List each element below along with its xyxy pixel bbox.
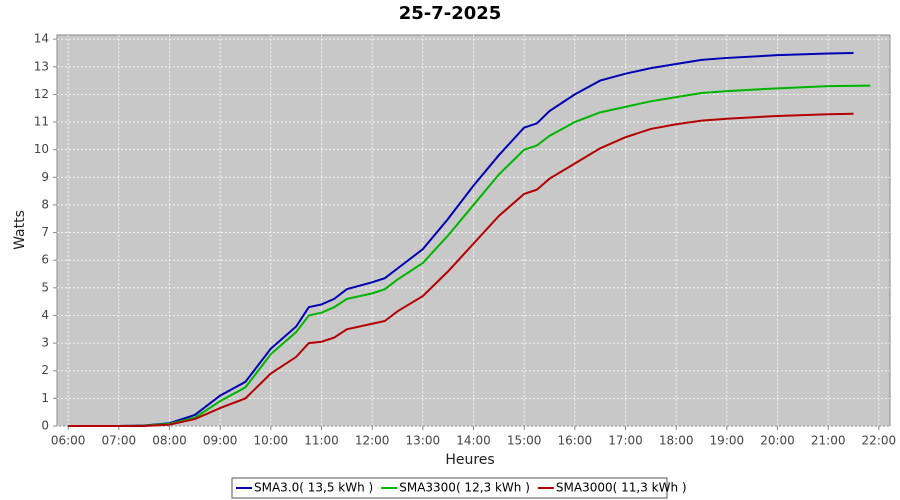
y-axis-label: Watts	[12, 210, 28, 250]
x-tick-label: 10:00	[254, 434, 289, 448]
x-tick-label: 08:00	[152, 434, 187, 448]
legend-label: SMA3.0( 13,5 kWh )	[254, 481, 373, 495]
y-tick-label: 3	[41, 336, 49, 350]
x-tick-label: 15:00	[507, 434, 542, 448]
x-tick-label: 17:00	[608, 434, 643, 448]
y-tick-label: 11	[34, 115, 49, 129]
x-tick-label: 09:00	[203, 434, 238, 448]
y-tick-label: 14	[34, 32, 49, 46]
x-tick-label: 22:00	[862, 434, 897, 448]
legend-label: SMA3000( 11,3 kWh )	[556, 481, 687, 495]
y-tick-label: 6	[41, 253, 49, 267]
y-tick-label: 1	[41, 391, 49, 405]
y-tick-label: 8	[41, 197, 49, 211]
y-tick-label: 12	[34, 87, 49, 101]
x-tick-label: 11:00	[304, 434, 339, 448]
x-tick-label: 07:00	[102, 434, 137, 448]
y-tick-label: 5	[41, 280, 49, 294]
x-tick-label: 19:00	[710, 434, 745, 448]
y-tick-label: 10	[34, 142, 49, 156]
legend	[231, 477, 668, 499]
y-tick-label: 2	[41, 363, 49, 377]
x-tick-label: 06:00	[51, 434, 86, 448]
x-tick-label: 20:00	[760, 434, 795, 448]
x-tick-label: 13:00	[406, 434, 441, 448]
series-line	[68, 112, 854, 427]
x-axis-label: Heures	[445, 452, 494, 468]
y-tick-label: 4	[41, 308, 49, 322]
series-line	[68, 51, 854, 427]
chart-title: 25-7-2025	[399, 3, 502, 24]
y-tick-label: 9	[41, 170, 49, 184]
x-tick-label: 12:00	[355, 434, 390, 448]
legend-label: SMA3300( 12,3 kWh )	[399, 481, 530, 495]
x-tick-label: 14:00	[456, 434, 491, 448]
series-line	[68, 84, 871, 427]
x-tick-label: 18:00	[659, 434, 694, 448]
x-tick-label: 21:00	[811, 434, 846, 448]
y-tick-label: 7	[41, 225, 49, 239]
y-tick-label: 13	[34, 59, 49, 73]
y-tick-label: 0	[41, 419, 49, 433]
x-tick-label: 16:00	[558, 434, 593, 448]
